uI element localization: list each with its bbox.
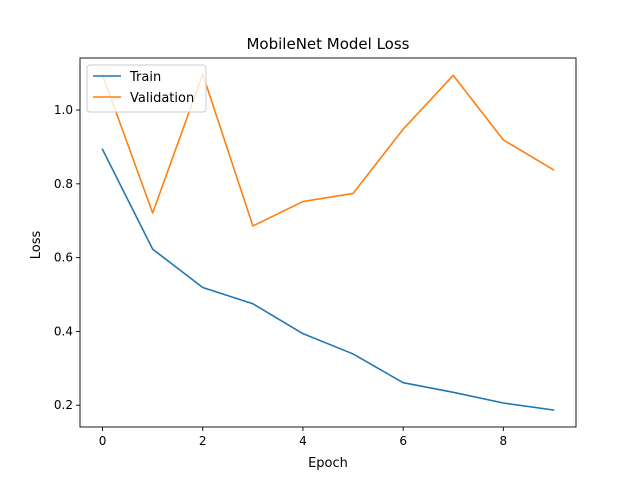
legend-label-train: Train — [129, 70, 161, 85]
x-tick-label: 8 — [500, 434, 508, 448]
plot-area: 0 2 4 6 8 0.2 0.4 0.6 0.8 1.0 Train Validation — [54, 57, 577, 448]
legend-label-validation: Validation — [130, 91, 194, 106]
x-tick-label: 0 — [99, 434, 107, 448]
y-tick-label: 0.6 — [54, 251, 73, 265]
series-line-validation — [101, 73, 555, 227]
x-tick-label: 4 — [299, 434, 307, 448]
series-line-train — [101, 148, 555, 411]
x-tick-label: 2 — [199, 434, 207, 448]
y-tick-label: 0.2 — [54, 398, 73, 412]
axes-frame — [79, 57, 577, 428]
y-tick-label: 0.8 — [54, 177, 73, 191]
legend: Train Validation — [86, 64, 207, 113]
x-axis-label: Epoch — [308, 456, 348, 471]
x-tick-label: 6 — [399, 434, 407, 448]
y-tick-label: 0.4 — [54, 324, 73, 338]
y-tick-label: 1.0 — [54, 103, 73, 117]
y-axis-label: Loss — [29, 231, 44, 260]
chart-title: MobileNet Model Loss — [246, 35, 409, 53]
